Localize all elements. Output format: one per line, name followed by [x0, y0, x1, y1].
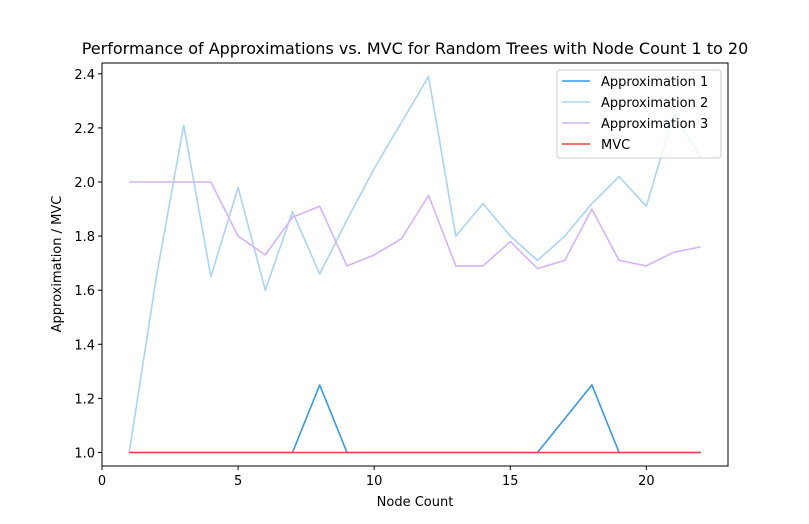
y-tick-label: 1.4 [74, 338, 95, 353]
plot-frame [101, 62, 729, 467]
legend: Approximation 1 Approximation 2 Approximat… [556, 69, 722, 159]
x-axis: 0 5 10 15 20 [98, 466, 655, 489]
y-tick-label: 1.0 [74, 446, 95, 461]
x-tick-label: 10 [366, 474, 383, 489]
series-line-approximation-2 [128, 75, 702, 453]
legend-label: Approximation 3 [601, 117, 708, 132]
series-line-approximation-3 [129, 181, 701, 270]
x-tick-label: 20 [638, 474, 655, 489]
x-tick-label: 0 [98, 474, 106, 489]
legend-label: Approximation 1 [601, 75, 708, 90]
plot-area [128, 75, 702, 454]
x-axis-label: Node Count [377, 495, 454, 510]
legend-label: MVC [601, 138, 630, 153]
x-tick-label: 15 [502, 474, 519, 489]
chart-title: Performance of Approximations vs. MVC fo… [82, 39, 749, 58]
y-tick-label: 1.2 [74, 392, 95, 407]
y-tick-label: 1.6 [74, 284, 95, 299]
y-tick-label: 2.4 [74, 68, 95, 83]
legend-label: Approximation 2 [601, 96, 708, 111]
legend-box [556, 69, 722, 159]
y-tick-label: 2.2 [74, 122, 95, 137]
x-tick-label: 5 [234, 474, 242, 489]
y-axis: 1.0 1.2 1.4 1.6 1.8 2.0 2.2 2.4 [74, 68, 102, 461]
y-axis-label: Approximation / MVC [50, 196, 65, 333]
y-tick-label: 1.8 [74, 230, 95, 245]
y-tick-label: 2.0 [74, 176, 95, 191]
series-line-approximation-1 [129, 384, 701, 454]
